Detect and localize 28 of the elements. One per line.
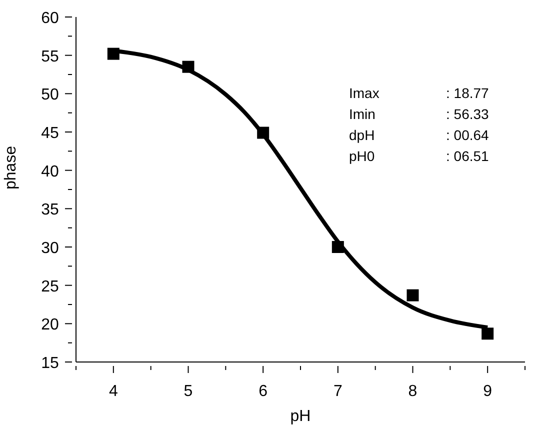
x-tick-label: 4	[108, 383, 118, 400]
text: Imin : 56.33	[349, 106, 489, 122]
y-tick-label: 45	[41, 125, 59, 142]
point	[332, 241, 344, 253]
x-tick-label: 6	[258, 383, 268, 400]
y-tick-label: 50	[41, 86, 59, 104]
point	[107, 48, 120, 60]
point	[182, 60, 194, 73]
point	[257, 126, 270, 139]
point	[482, 328, 494, 340]
point	[406, 289, 419, 302]
y-tick-label: 20	[41, 316, 59, 334]
x-tick-label: 9	[483, 383, 492, 400]
x-tick-label: 5	[184, 383, 193, 400]
y-tick-label: 30	[41, 240, 59, 257]
y-tick-label: 35	[41, 202, 59, 219]
y-tick-label: 55	[41, 48, 59, 66]
x-tick-label: 7	[333, 383, 342, 400]
text: Imax : 18.77	[349, 85, 489, 101]
x-tick-label: 8	[408, 383, 418, 400]
y-tick-label: 40	[41, 163, 59, 180]
text: pH0 : 06.51	[349, 148, 489, 164]
text: dpH : 00.64	[349, 127, 489, 143]
y-tick-label: 60	[41, 10, 59, 27]
y-tick-label: 15	[41, 355, 59, 372]
y-axis-title: phase	[2, 146, 20, 190]
x-axis-title: pH	[290, 408, 311, 425]
y-tick-label: 25	[41, 278, 59, 296]
